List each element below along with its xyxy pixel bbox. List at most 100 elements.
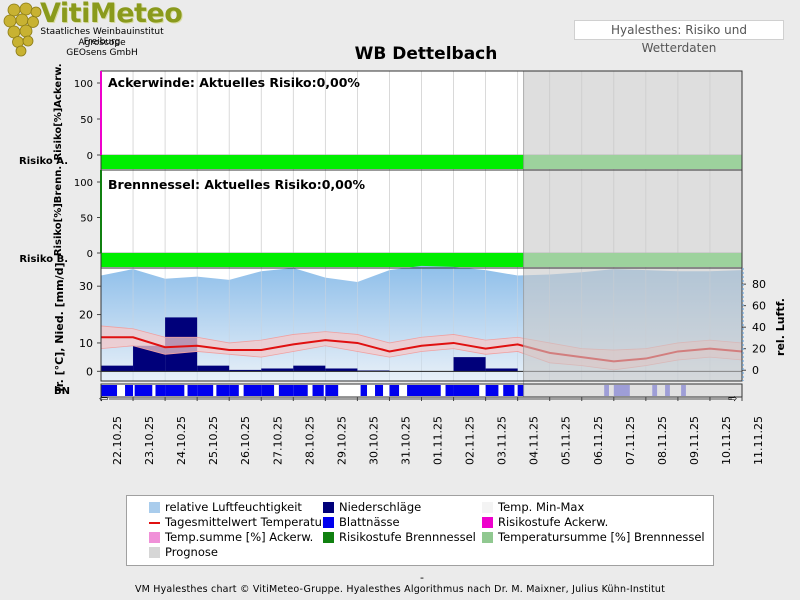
leaf-wetness-segment	[375, 385, 384, 396]
date-tick-label: 02.11.25	[464, 416, 477, 465]
leaf-wetness-segment	[503, 385, 515, 396]
temp-tick-label-20: 20	[79, 309, 93, 322]
date-tick-label: 03.11.25	[496, 416, 509, 465]
leaf-wetness-segment	[165, 385, 185, 396]
leaf-wetness-segment	[293, 385, 308, 396]
date-tick-label: 27.10.25	[271, 416, 284, 465]
brennnessel-tick-label-0: 0	[87, 249, 93, 260]
leaf-wetness-segment	[134, 385, 153, 396]
leaf-wetness-segment	[312, 385, 324, 396]
logo-subtitle-geosens: GEOsens GmbH	[66, 48, 138, 58]
brennnessel-tick-label-100: 100	[74, 178, 93, 189]
leaf-wetness-segment	[125, 385, 134, 396]
leaf-wetness-segment	[261, 385, 275, 396]
legend-swatch	[323, 502, 334, 513]
date-tick-label: 05.11.25	[560, 416, 573, 465]
page-mode-badge: Hyalesthes: Risiko und Wetterdaten	[574, 20, 784, 55]
legend-label: Temperatursumme [%] Brennnessel	[498, 530, 705, 544]
leaf-wetness-segment	[216, 385, 230, 396]
ackerwinde-tick-label-100: 100	[74, 79, 93, 90]
precipitation-bar	[197, 365, 230, 372]
forecast-shade-1	[523, 170, 742, 268]
date-tick-label: 29.10.25	[335, 416, 348, 465]
brennnessel-risk-label: Brennnessel: Aktuelles Risiko:0,00%	[108, 177, 366, 192]
leaf-wetness-segment	[325, 385, 339, 396]
legend-swatch	[482, 502, 493, 513]
forecast-shade-0	[523, 71, 742, 170]
precipitation-bar	[453, 357, 486, 372]
precipitation-bar	[101, 365, 134, 372]
date-tick-label: 25.10.25	[207, 416, 220, 465]
leaf-wetness-segment	[101, 385, 118, 396]
bn-row-label: BN	[54, 386, 70, 397]
weather-right-ylabel: rel. Luftf.	[774, 298, 787, 356]
date-tick-label: 23.10.25	[143, 416, 156, 465]
brennnessel-risk-level-bar	[101, 253, 524, 267]
scroll-left-icon[interactable]: ⇦	[99, 392, 108, 405]
grape-cluster-icon	[3, 2, 42, 57]
chart-title: WB Dettelbach	[354, 44, 498, 64]
leaf-wetness-segment	[155, 385, 166, 396]
legend-swatch	[149, 532, 160, 543]
leaf-wetness-segment	[360, 385, 368, 396]
leaf-wetness-segment	[389, 385, 400, 396]
precipitation-bar	[261, 368, 294, 372]
leaf-wetness-segment	[243, 385, 262, 396]
date-tick-label: 01.11.25	[432, 416, 445, 465]
logo-subtitle-agroscope: Agroscope	[78, 38, 126, 48]
brennnessel-tick-label-50: 50	[80, 214, 93, 225]
legend-swatch	[323, 517, 334, 528]
legend-label: Niederschläge	[339, 500, 422, 514]
date-tick-label: 24.10.25	[175, 416, 188, 465]
copyright-footer: VM Hyalesthes chart © VitiMeteo-Gruppe. …	[134, 584, 666, 595]
date-tick-label: 07.11.25	[624, 416, 637, 465]
date-tick-label: 10.11.25	[720, 416, 733, 465]
leaf-wetness-segment	[407, 385, 422, 396]
risk-b-row-label: Risiko B.	[19, 254, 68, 265]
logo-subtitle-institute: Staatliches Weinbauinstitut Freiburg	[40, 27, 164, 47]
forecast-shade-2	[523, 268, 742, 381]
precipitation-bar	[229, 369, 262, 372]
leaf-wetness-segment	[485, 385, 499, 396]
ackerwinde-risk-level-bar	[101, 155, 524, 169]
ackerwinde-ylabel: Risiko[%]Ackerw.	[53, 63, 64, 160]
date-tick-label: 08.11.25	[656, 416, 669, 465]
risk-a-row-label: Risiko A.	[19, 156, 68, 167]
leaf-wetness-segment	[197, 385, 214, 396]
precipitation-bar	[293, 365, 326, 372]
weather-left-ylabel: Tr. [°C], Nied. [mm/d]	[53, 263, 66, 394]
date-tick-label: 30.10.25	[367, 416, 380, 465]
date-tick-label: 22.10.25	[111, 416, 124, 465]
chart-legend: relative Luftfeuchtigkeit Niederschläge Te…	[126, 495, 714, 566]
ackerwinde-tick-label-50: 50	[80, 115, 93, 126]
legend-label: relative Luftfeuchtigkeit	[165, 500, 302, 514]
forecast-shade-bn	[523, 384, 742, 397]
brennnessel-ylabel: Risiko[%]Brenn.	[53, 166, 64, 256]
scroll-right-icon[interactable]: ⇨	[728, 392, 737, 405]
leaf-wetness-segment	[278, 385, 294, 396]
ackerwinde-tick-label-0: 0	[87, 151, 93, 162]
leaf-wetness-segment	[445, 385, 454, 396]
precipitation-bar	[485, 368, 518, 372]
date-tick-label: 26.10.25	[239, 416, 252, 465]
leaf-wetness-segment	[187, 385, 198, 396]
humidity-tick-label-0: 0	[752, 364, 759, 377]
legend-label: Blattnässe	[339, 515, 400, 529]
temp-tick-label-10: 10	[79, 337, 93, 350]
humidity-tick-label-20: 20	[752, 343, 766, 356]
legend-swatch	[149, 522, 160, 524]
legend-label: Temp. Min-Max	[498, 500, 585, 514]
legend-label: Tagesmittelwert Temperatur	[165, 515, 327, 529]
footer-separator: -	[420, 571, 424, 584]
brand-logo-text: VitiMeteo	[40, 0, 183, 29]
date-tick-label: 28.10.25	[303, 416, 316, 465]
precipitation-bar	[325, 368, 358, 372]
temp-tick-label-0: 0	[86, 365, 93, 378]
date-tick-label: 11.11.25	[752, 416, 765, 465]
leaf-wetness-segment	[421, 385, 441, 396]
legend-label: Prognose	[165, 545, 218, 559]
leaf-wetness-segment	[517, 385, 525, 396]
date-tick-label: 31.10.25	[399, 416, 412, 465]
legend-swatch	[149, 547, 160, 558]
